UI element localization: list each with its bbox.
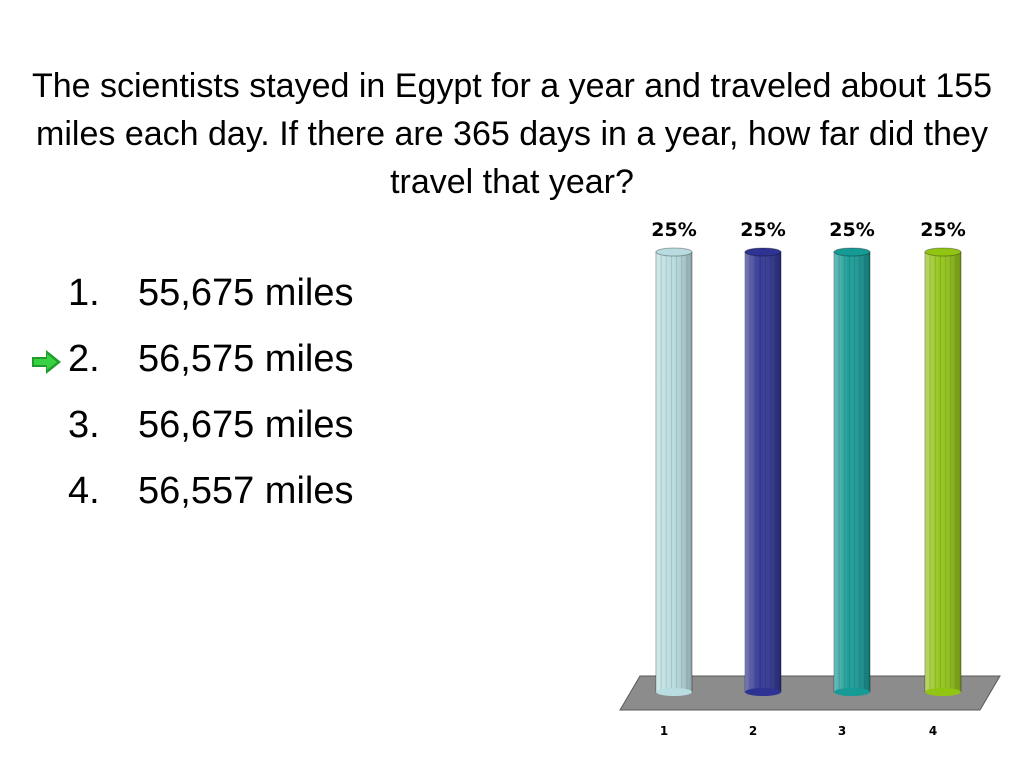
bar-3 xyxy=(833,247,871,696)
bar-1 xyxy=(655,247,693,696)
answer-number: 1. xyxy=(68,272,100,314)
category-label-3: 3 xyxy=(838,724,846,738)
answer-label: 56,675 miles xyxy=(138,404,354,446)
value-label-1: 25% xyxy=(651,219,696,241)
answer-label: 55,675 miles xyxy=(138,272,354,314)
answer-label: 56,575 miles xyxy=(138,338,354,380)
category-label-1: 1 xyxy=(660,724,668,738)
answer-number: 3. xyxy=(68,404,100,446)
answer-option-2[interactable]: 2. 56,575 miles xyxy=(32,328,488,394)
bar-4 xyxy=(924,247,962,696)
value-label-3: 25% xyxy=(829,219,874,241)
value-label-2: 25% xyxy=(740,219,785,241)
answer-number: 4. xyxy=(68,470,100,512)
answer-label: 56,557 miles xyxy=(138,470,354,512)
answer-option-1[interactable]: 1. 55,675 miles xyxy=(68,262,488,328)
answer-option-3[interactable]: 3. 56,675 miles xyxy=(68,394,488,460)
answer-number: 2. xyxy=(68,338,100,380)
category-label-4: 4 xyxy=(929,724,937,738)
bar-2 xyxy=(744,247,782,696)
value-label-4: 25% xyxy=(920,219,965,241)
answer-list: 1. 55,675 miles 2. 56,575 miles 3. 56,675 m… xyxy=(32,262,488,526)
question-text: The scientists stayed in Egypt for a yea… xyxy=(31,67,993,201)
chart-floor xyxy=(619,675,1001,711)
response-bar-chart: 25% 1 25% 2 25% 3 25% 4 xyxy=(619,219,1001,738)
category-label-2: 2 xyxy=(749,724,757,738)
correct-answer-arrow-icon xyxy=(32,350,61,374)
answer-option-4[interactable]: 4. 56,557 miles xyxy=(68,460,488,526)
